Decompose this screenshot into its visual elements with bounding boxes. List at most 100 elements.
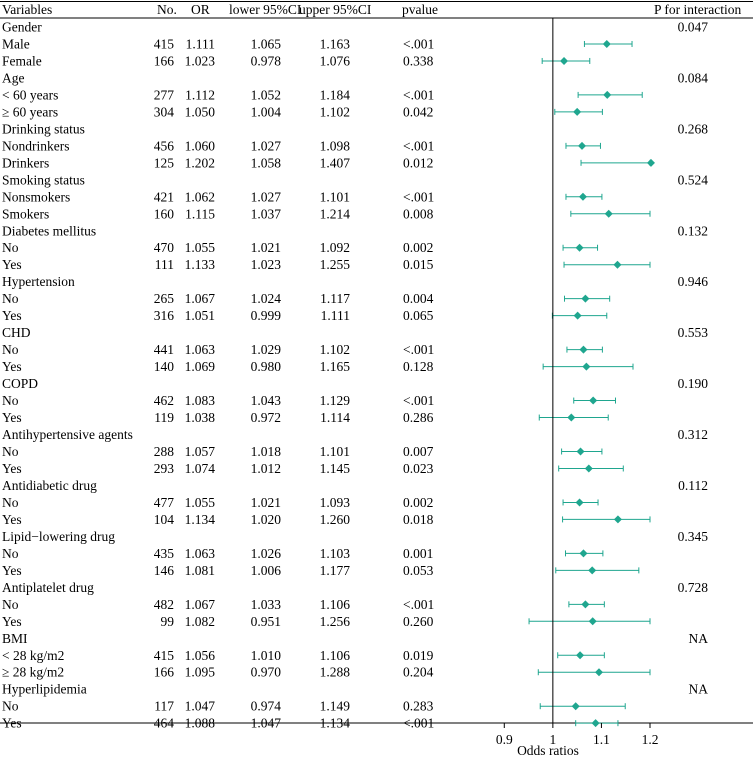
- upper-ci-value: 1.093: [320, 495, 351, 510]
- subgroup-label: Female: [2, 53, 42, 68]
- or-value: 1.067: [185, 597, 216, 612]
- point-estimate: [588, 566, 597, 575]
- subgroup-label: < 60 years: [2, 87, 58, 102]
- x-axis-label: Odds ratios: [517, 743, 579, 757]
- p-interaction-value: NA: [689, 631, 709, 646]
- pvalue-value: 0.065: [403, 308, 434, 323]
- lower-ci-value: 1.021: [251, 495, 281, 510]
- group-label: COPD: [2, 376, 38, 391]
- upper-ci-value: 1.214: [320, 206, 351, 221]
- point-estimate: [613, 260, 622, 269]
- or-value: 1.134: [185, 512, 216, 527]
- point-estimate: [575, 498, 584, 507]
- pvalue-value: <.001: [403, 597, 434, 612]
- upper-ci-value: 1.177: [320, 563, 351, 578]
- pvalue-value: 0.007: [403, 444, 434, 459]
- lower-ci-value: 1.027: [251, 138, 282, 153]
- n-value: 415: [154, 648, 175, 663]
- n-value: 477: [154, 495, 175, 510]
- upper-ci-value: 1.114: [320, 410, 350, 425]
- n-value: 435: [154, 546, 175, 561]
- n-value: 293: [154, 461, 175, 476]
- pvalue-value: <.001: [403, 87, 434, 102]
- n-value: 470: [154, 240, 175, 255]
- upper-ci-value: 1.163: [320, 36, 351, 51]
- pvalue-value: 0.286: [403, 410, 434, 425]
- point-estimate: [646, 158, 655, 167]
- group-label: Age: [2, 70, 25, 85]
- subgroup-label: Yes: [2, 410, 22, 425]
- pvalue-value: 0.128: [403, 359, 434, 374]
- lower-ci-value: 0.978: [251, 53, 282, 68]
- pvalue-value: 0.001: [403, 546, 433, 561]
- n-value: 316: [154, 308, 175, 323]
- upper-ci-value: 1.134: [320, 716, 351, 731]
- or-value: 1.051: [185, 308, 215, 323]
- point-estimate: [591, 719, 600, 728]
- or-value: 1.063: [185, 342, 216, 357]
- or-value: 1.095: [185, 665, 216, 680]
- upper-ci-value: 1.255: [320, 257, 351, 272]
- group-label: Antiplatelet drug: [2, 580, 94, 595]
- or-value: 1.023: [185, 53, 216, 68]
- or-value: 1.067: [185, 291, 216, 306]
- point-estimate: [560, 56, 569, 65]
- subgroup-label: No: [2, 699, 19, 714]
- upper-ci-value: 1.102: [320, 104, 350, 119]
- n-value: 99: [161, 614, 175, 629]
- x-tick-label: 1.2: [642, 732, 659, 747]
- or-value: 1.038: [185, 410, 216, 425]
- n-value: 456: [154, 138, 175, 153]
- upper-ci-value: 1.101: [320, 189, 350, 204]
- group-label: Hyperlipidemia: [2, 682, 87, 697]
- pvalue-value: <.001: [403, 393, 434, 408]
- n-value: 462: [154, 393, 174, 408]
- subgroup-label: No: [2, 546, 19, 561]
- point-estimate: [581, 600, 590, 609]
- subgroup-label: Yes: [2, 308, 22, 323]
- lower-ci-value: 1.065: [251, 36, 282, 51]
- pvalue-value: <.001: [403, 36, 434, 51]
- pvalue-value: 0.338: [403, 53, 434, 68]
- upper-ci-value: 1.103: [320, 546, 351, 561]
- n-value: 166: [154, 665, 175, 680]
- lower-ci-value: 0.970: [251, 665, 282, 680]
- upper-ci-value: 1.260: [320, 512, 351, 527]
- point-estimate: [588, 617, 597, 626]
- point-estimate: [576, 447, 585, 456]
- pvalue-value: 0.023: [403, 461, 434, 476]
- subgroup-label: No: [2, 495, 19, 510]
- upper-ci-value: 1.076: [320, 53, 351, 68]
- or-value: 1.112: [185, 87, 215, 102]
- point-estimate: [604, 209, 613, 218]
- lower-ci-value: 1.037: [251, 206, 282, 221]
- pvalue-value: 0.019: [403, 648, 434, 663]
- point-estimate: [582, 362, 591, 371]
- subgroup-label: Yes: [2, 614, 22, 629]
- point-estimate: [579, 345, 588, 354]
- p-interaction-value: 0.728: [678, 580, 709, 595]
- or-value: 1.202: [185, 155, 215, 170]
- lower-ci-value: 0.972: [251, 410, 281, 425]
- subgroup-label: No: [2, 597, 19, 612]
- lower-ci-value: 1.026: [251, 546, 282, 561]
- point-estimate: [567, 413, 576, 422]
- upper-ci-value: 1.102: [320, 342, 350, 357]
- or-value: 1.088: [185, 716, 216, 731]
- upper-ci-value: 1.288: [320, 665, 351, 680]
- group-label: Diabetes mellitus: [2, 223, 96, 238]
- subgroup-label: Yes: [2, 716, 22, 731]
- x-tick-label: 1: [549, 732, 556, 747]
- pvalue-value: <.001: [403, 138, 434, 153]
- confidence-intervals: [528, 39, 655, 728]
- upper-ci-value: 1.407: [320, 155, 351, 170]
- lower-ci-value: 1.029: [251, 342, 282, 357]
- lower-ci-value: 1.012: [251, 461, 281, 476]
- n-value: 415: [154, 36, 175, 51]
- n-value: 482: [154, 597, 174, 612]
- x-axis: 0.9 1 1.1 1.2: [496, 723, 659, 747]
- point-estimate: [589, 396, 598, 405]
- pvalue-value: <.001: [403, 716, 434, 731]
- upper-ci-value: 1.149: [320, 699, 351, 714]
